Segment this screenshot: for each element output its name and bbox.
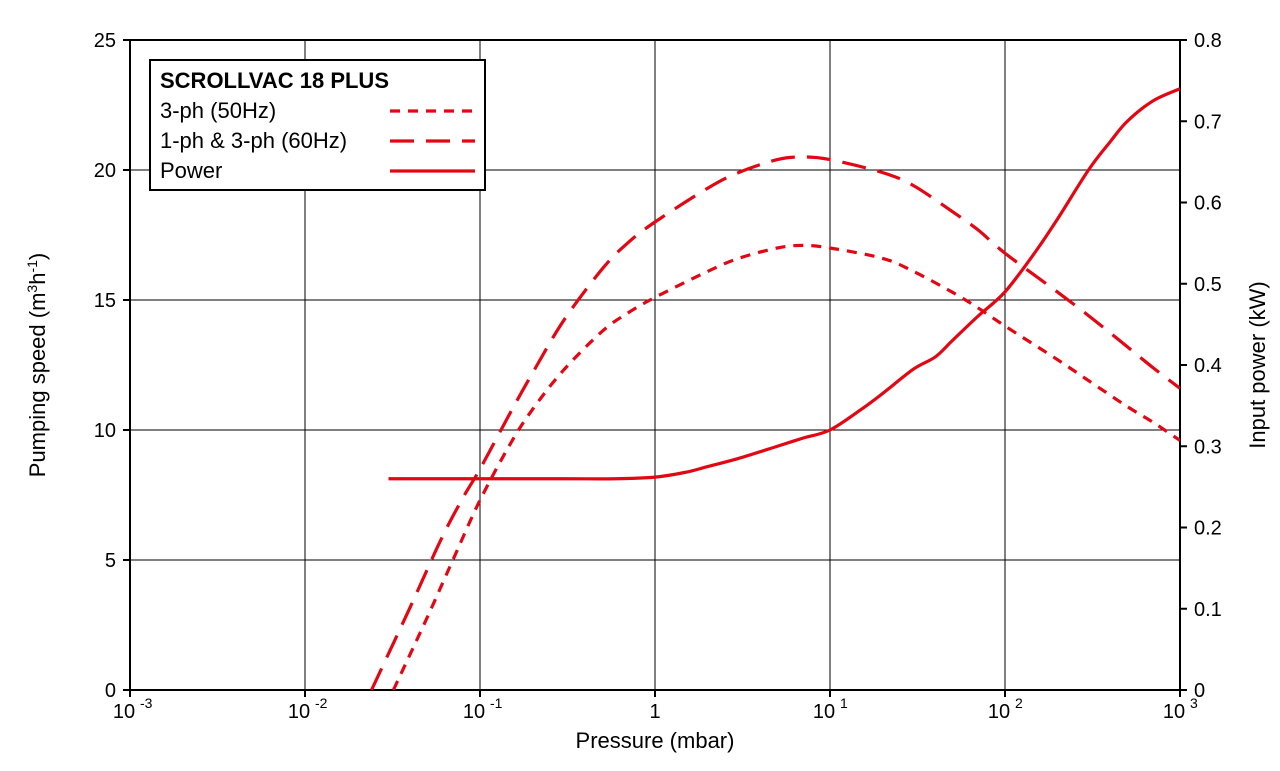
- y-right-tick-label: 0.2: [1194, 518, 1222, 540]
- y-left-tick-label: 10: [94, 420, 116, 442]
- y-right-tick-label: 0.5: [1194, 274, 1222, 296]
- svg-text:1: 1: [840, 695, 848, 711]
- svg-text:-1: -1: [490, 695, 503, 711]
- svg-text:10: 10: [813, 701, 835, 723]
- y-left-tick-label: 15: [94, 290, 116, 312]
- y-left-tick-label: 5: [105, 550, 116, 572]
- y-right-tick-label: 0.3: [1194, 436, 1222, 458]
- y-left-tick-label: 20: [94, 160, 116, 182]
- svg-text:10: 10: [1163, 701, 1185, 723]
- legend-title: SCROLLVAC 18 PLUS: [160, 68, 389, 93]
- svg-text:10: 10: [988, 701, 1010, 723]
- legend-item-label: Power: [160, 158, 222, 183]
- y-right-tick-label: 0.4: [1194, 355, 1222, 377]
- y-right-tick-label: 0.7: [1194, 111, 1222, 133]
- y-right-axis-label: Input power (kW): [1245, 281, 1270, 449]
- y-left-tick-label: 0: [105, 680, 116, 702]
- legend: SCROLLVAC 18 PLUS 3-ph (50Hz) 1-ph & 3-ph …: [150, 60, 485, 190]
- y-left-tick-label: 25: [94, 30, 116, 52]
- legend-item-label: 1-ph & 3-ph (60Hz): [160, 128, 347, 153]
- chart-container: 10-310-210-11101102103Pressure (mbar)051…: [0, 0, 1280, 771]
- svg-text:10: 10: [288, 701, 310, 723]
- x-axis-label: Pressure (mbar): [576, 728, 735, 753]
- y-right-tick-label: 0.1: [1194, 599, 1222, 621]
- svg-text:-2: -2: [315, 695, 328, 711]
- pumping-speed-power-chart: 10-310-210-11101102103Pressure (mbar)051…: [0, 0, 1280, 771]
- svg-text:2: 2: [1015, 695, 1023, 711]
- x-tick-label: 1: [649, 701, 660, 723]
- legend-item-label: 3-ph (50Hz): [160, 98, 276, 123]
- y-right-tick-label: 0.6: [1194, 193, 1222, 215]
- y-right-tick-label: 0: [1194, 680, 1205, 702]
- svg-text:-3: -3: [140, 695, 153, 711]
- svg-text:10: 10: [113, 701, 135, 723]
- y-right-tick-label: 0.8: [1194, 30, 1222, 52]
- svg-text:10: 10: [463, 701, 485, 723]
- svg-text:Input power (kW): Input power (kW): [1245, 281, 1270, 449]
